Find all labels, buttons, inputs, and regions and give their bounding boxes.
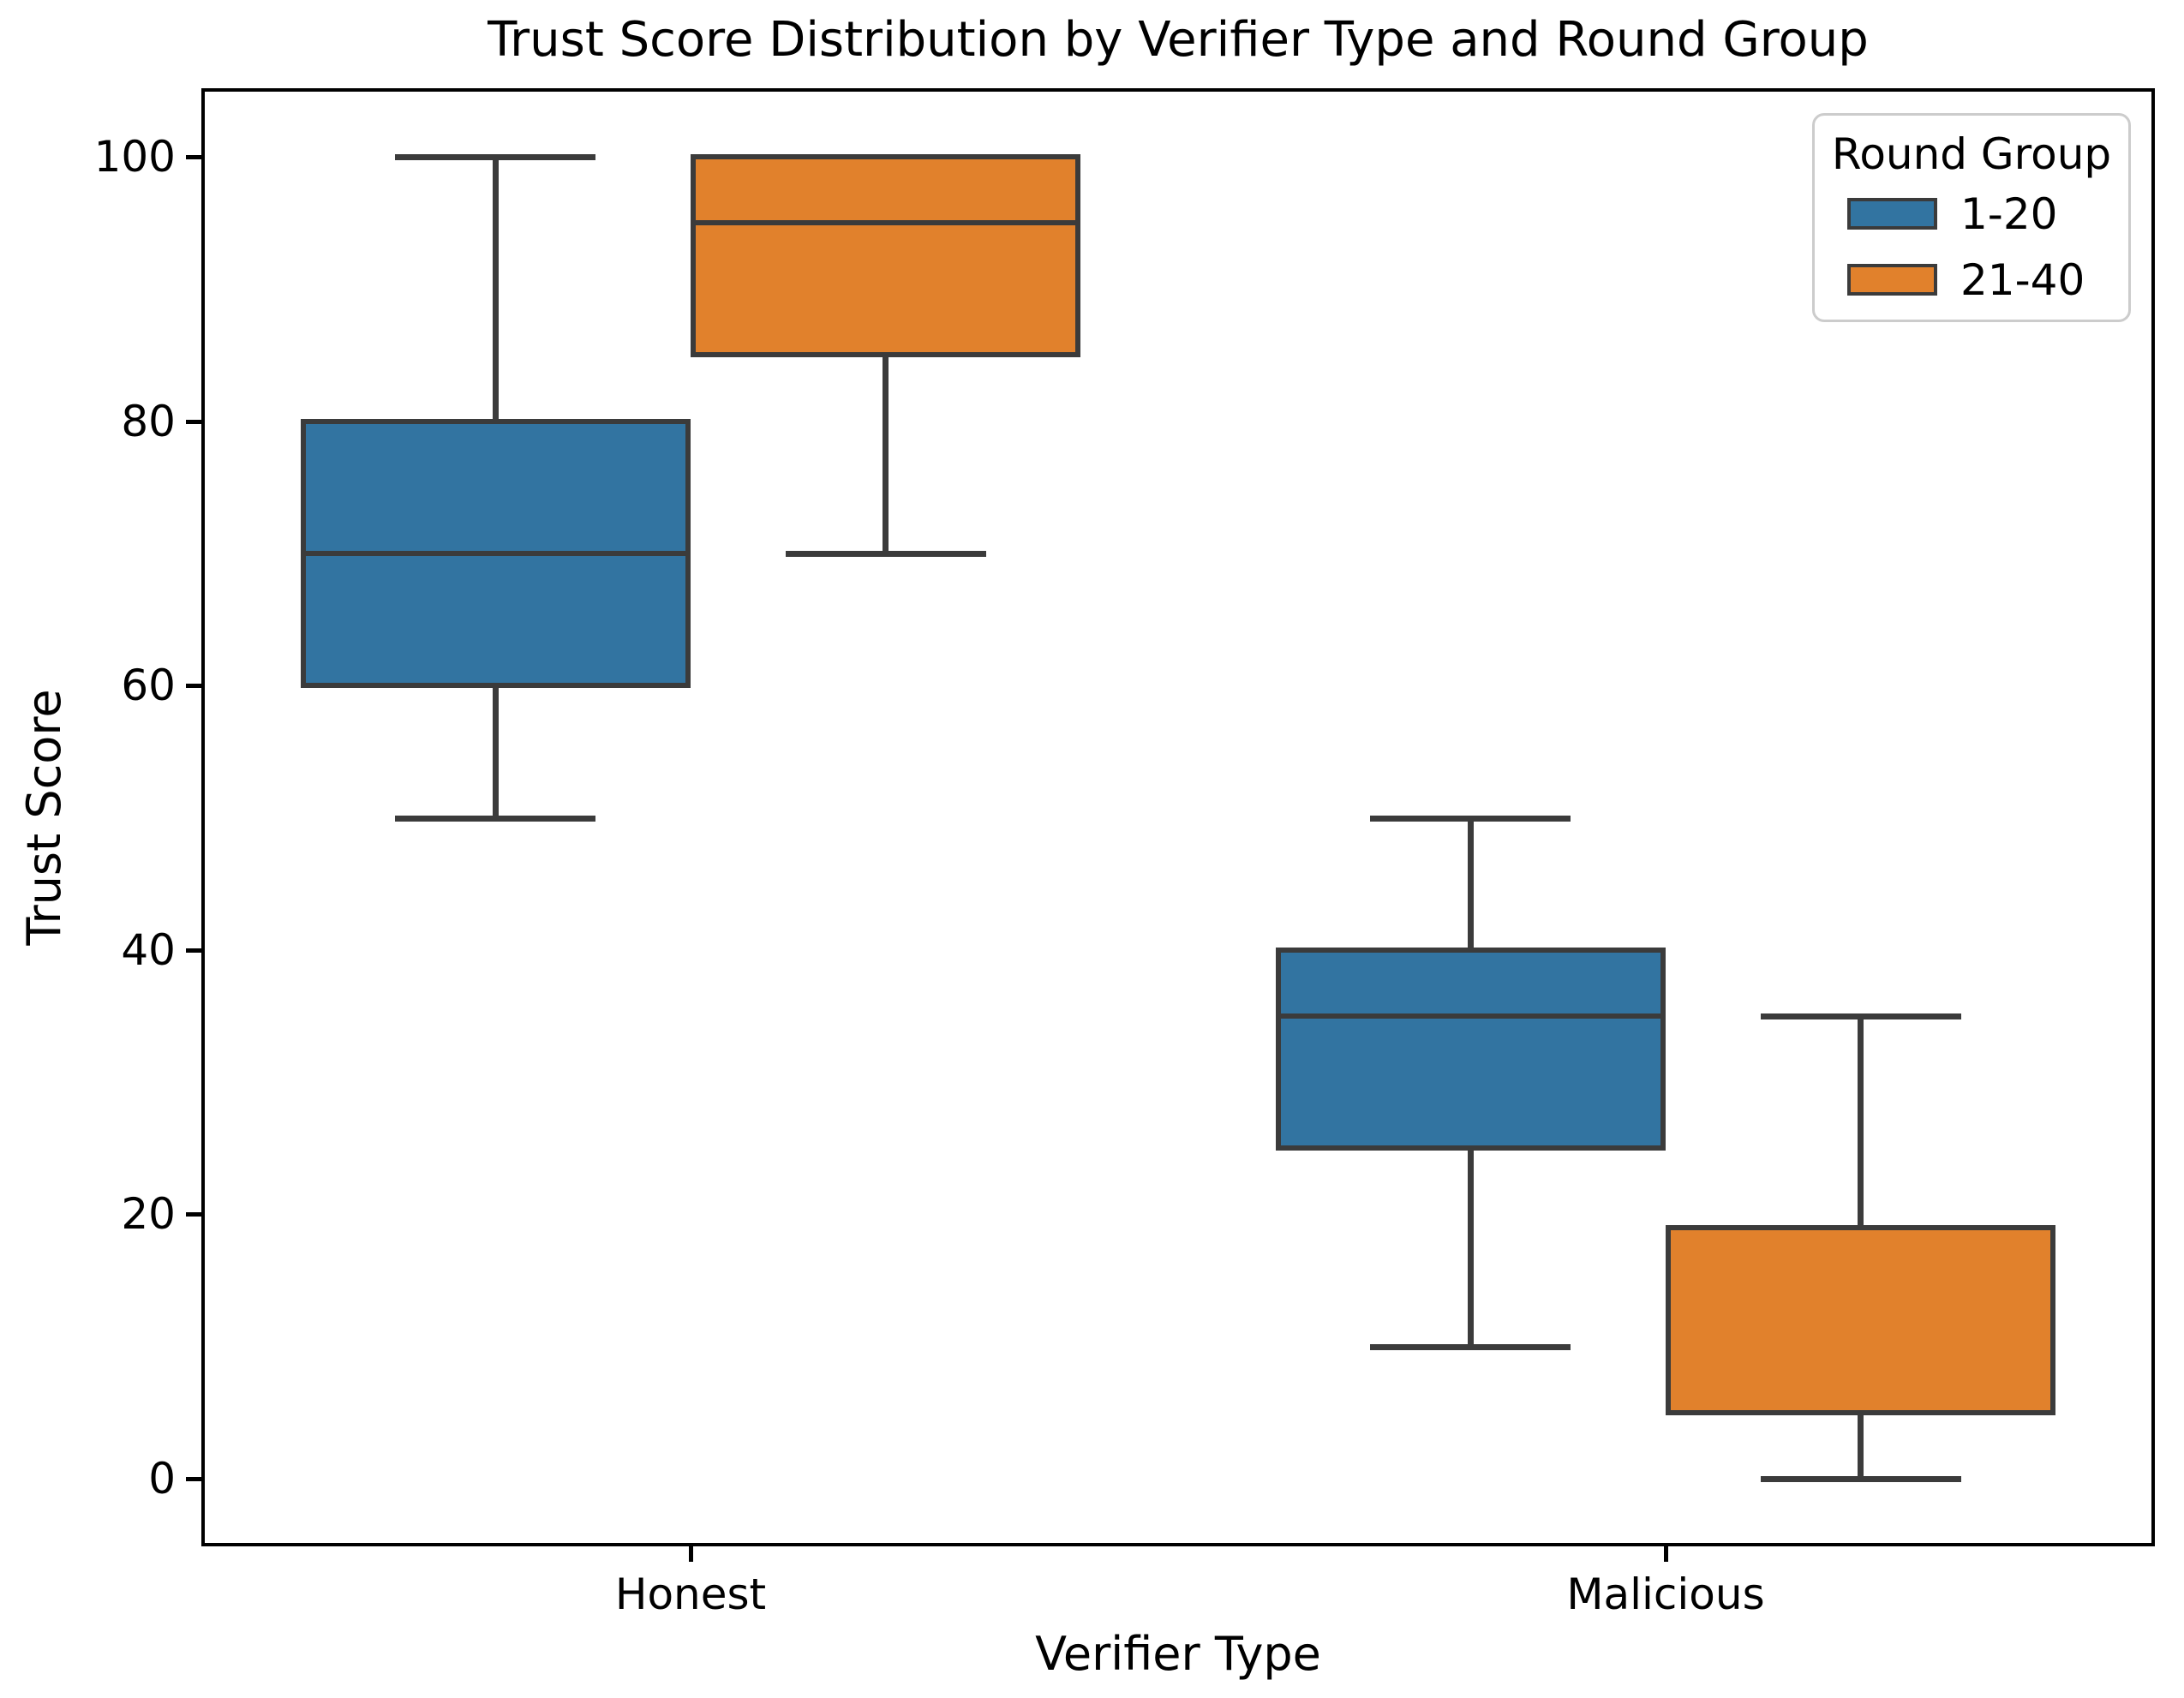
y-tick-mark-80 bbox=[186, 419, 203, 424]
legend: Round Group 1-20 21-40 bbox=[1812, 113, 2131, 322]
y-tick-label-20: 20 bbox=[121, 1189, 176, 1240]
x-tick-mark-honest bbox=[689, 1545, 693, 1562]
y-axis-label: Trust Score bbox=[17, 689, 71, 946]
legend-swatch-21-40 bbox=[1847, 264, 1937, 296]
y-tick-mark-20 bbox=[186, 1212, 203, 1217]
y-tick-mark-40 bbox=[186, 948, 203, 953]
x-axis-label: Verifier Type bbox=[1035, 1627, 1321, 1681]
y-tick-label-80: 80 bbox=[121, 396, 176, 446]
x-tick-label-malicious: Malicious bbox=[1566, 1569, 1765, 1619]
legend-swatch-1-20 bbox=[1847, 198, 1937, 230]
y-tick-label-0: 0 bbox=[148, 1454, 176, 1504]
x-tick-mark-malicious bbox=[1664, 1545, 1668, 1562]
y-tick-mark-0 bbox=[186, 1477, 203, 1481]
legend-title: Round Group bbox=[1831, 129, 2112, 179]
legend-label-21-40: 21-40 bbox=[1960, 255, 2085, 305]
x-tick-label-honest: Honest bbox=[614, 1569, 767, 1619]
legend-label-1-20: 1-20 bbox=[1960, 189, 2058, 239]
y-tick-mark-60 bbox=[186, 684, 203, 689]
chart-title: Trust Score Distribution by Verifier Typ… bbox=[488, 12, 1869, 68]
y-tick-label-100: 100 bbox=[93, 132, 176, 182]
y-tick-mark-100 bbox=[186, 155, 203, 159]
